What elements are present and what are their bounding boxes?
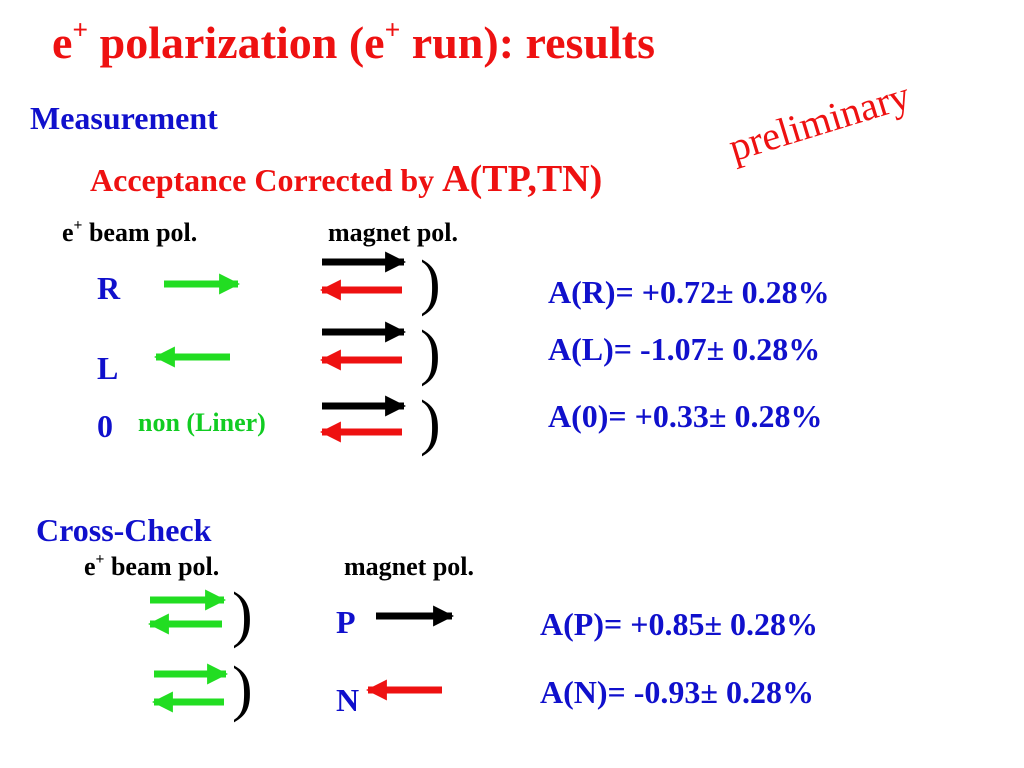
row-label-r: R [97, 270, 121, 306]
acceptance-corrected-label: Acceptance Corrected by A(TP,TN) [90, 158, 603, 200]
result-a-n: A(N)= -0.93± 0.28% [540, 674, 814, 710]
result-a-l: A(L)= -1.07± 0.28% [548, 331, 821, 367]
row-label-l: L [97, 350, 119, 386]
slide-title: e+ polarization (e+ run): results [52, 13, 656, 68]
measurement-heading: Measurement [30, 100, 218, 136]
bracket-row-0: ) [420, 389, 441, 457]
result-a-r: A(R)= +0.72± 0.28% [548, 274, 830, 310]
crosscheck-beam-pol-header: e+ beam pol. [84, 551, 220, 581]
measurement-beam-pol-header: e+ beam pol. [62, 217, 198, 247]
crosscheck-magnet-pol-header: magnet pol. [344, 552, 474, 581]
bracket-row-r: ) [420, 249, 441, 317]
row-label-n: N [336, 682, 360, 718]
result-a-0: A(0)= +0.33± 0.28% [548, 398, 823, 434]
result-a-p: A(P)= +0.85± 0.28% [540, 606, 818, 642]
bracket-row-n: ) [232, 655, 253, 723]
row-label-p: P [336, 604, 356, 640]
bracket-row-p: ) [232, 581, 253, 649]
crosscheck-heading: Cross-Check [36, 512, 212, 548]
row-sublabel-non-liner: non (Liner) [138, 408, 266, 437]
bracket-row-l: ) [420, 319, 441, 387]
measurement-magnet-pol-header: magnet pol. [328, 218, 458, 247]
acceptance-function: A(TP,TN) [442, 158, 603, 200]
row-label-0: 0 [97, 408, 113, 444]
